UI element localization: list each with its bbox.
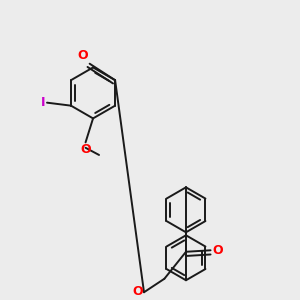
Text: O: O	[80, 143, 91, 156]
Text: O: O	[77, 49, 88, 62]
Text: O: O	[213, 244, 223, 257]
Text: I: I	[41, 96, 46, 109]
Text: O: O	[132, 285, 142, 298]
